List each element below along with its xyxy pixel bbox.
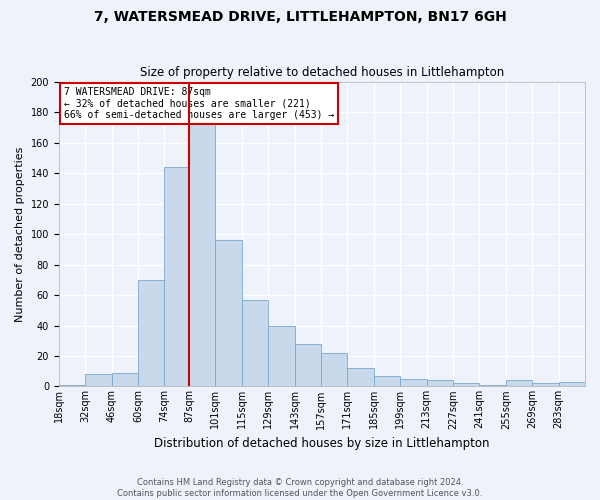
Bar bbox=[585, 385, 600, 386]
Bar bbox=[374, 376, 400, 386]
Bar bbox=[400, 379, 427, 386]
Bar bbox=[479, 385, 506, 386]
Bar bbox=[295, 344, 321, 387]
Bar bbox=[215, 240, 242, 386]
Bar bbox=[506, 380, 532, 386]
Bar bbox=[453, 384, 479, 386]
Bar bbox=[268, 326, 295, 386]
Bar bbox=[59, 385, 85, 386]
Title: Size of property relative to detached houses in Littlehampton: Size of property relative to detached ho… bbox=[140, 66, 504, 80]
Text: Contains HM Land Registry data © Crown copyright and database right 2024.
Contai: Contains HM Land Registry data © Crown c… bbox=[118, 478, 482, 498]
Bar bbox=[532, 384, 559, 386]
Bar bbox=[242, 300, 268, 386]
X-axis label: Distribution of detached houses by size in Littlehampton: Distribution of detached houses by size … bbox=[154, 437, 490, 450]
Bar bbox=[559, 382, 585, 386]
Bar bbox=[189, 105, 215, 386]
Bar bbox=[112, 372, 138, 386]
Text: 7, WATERSMEAD DRIVE, LITTLEHAMPTON, BN17 6GH: 7, WATERSMEAD DRIVE, LITTLEHAMPTON, BN17… bbox=[94, 10, 506, 24]
Bar bbox=[85, 374, 112, 386]
Bar bbox=[321, 353, 347, 386]
Bar bbox=[164, 168, 189, 386]
Bar bbox=[347, 368, 374, 386]
Bar bbox=[427, 380, 453, 386]
Text: 7 WATERSMEAD DRIVE: 87sqm
← 32% of detached houses are smaller (221)
66% of semi: 7 WATERSMEAD DRIVE: 87sqm ← 32% of detac… bbox=[64, 86, 334, 120]
Y-axis label: Number of detached properties: Number of detached properties bbox=[15, 146, 25, 322]
Bar bbox=[138, 280, 164, 386]
